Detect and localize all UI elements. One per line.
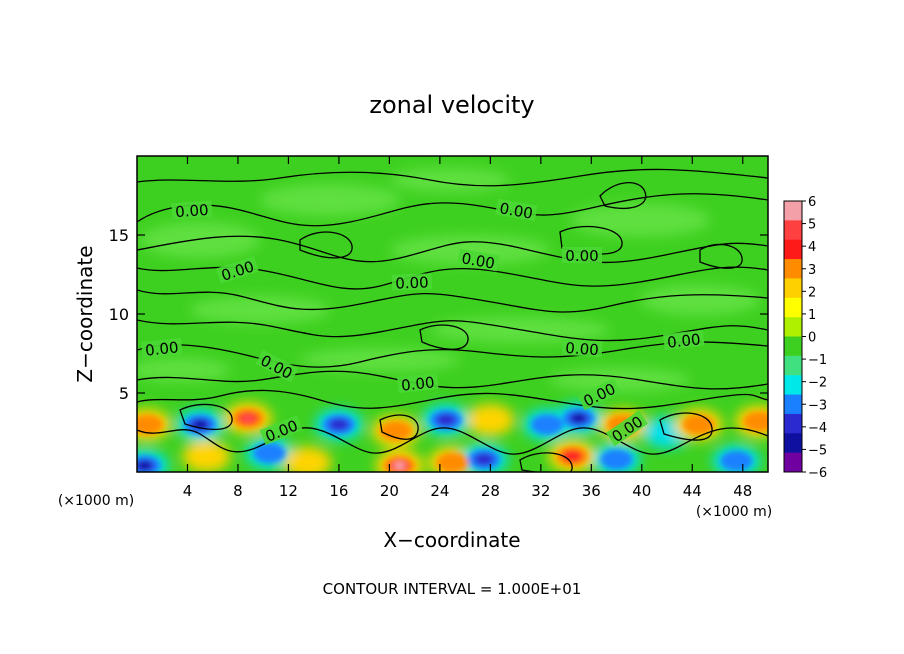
svg-text:0.00: 0.00	[175, 201, 210, 221]
svg-text:0.00: 0.00	[395, 273, 429, 292]
colorbar-swatch	[784, 259, 802, 279]
colorbar-label: −5	[808, 443, 827, 458]
y-axis: 5 10 15	[109, 226, 768, 403]
velocity-cell-peak	[562, 450, 583, 463]
plot-area: 0.00 0.00 0.00 0.00 0.00 0.00	[137, 156, 768, 472]
svg-text:0.00: 0.00	[498, 199, 534, 223]
svg-text:0.00: 0.00	[666, 330, 701, 351]
colorbar-swatch	[784, 297, 802, 318]
velocity-cell-core	[531, 414, 564, 435]
colorbar-label: −4	[808, 421, 827, 436]
x-tick-label: 32	[531, 482, 550, 500]
velocity-cell-core	[743, 411, 768, 432]
colorbar-swatch	[784, 201, 802, 221]
velocity-cell-core	[379, 420, 412, 441]
x-tick-label: 28	[481, 482, 500, 500]
contour-label: 0.00	[561, 338, 603, 359]
colorbar-swatch	[784, 355, 802, 376]
contour-interval-note: CONTOUR INTERVAL = 1.000E+01	[323, 580, 582, 598]
colorbar-label: 0	[808, 331, 816, 346]
velocity-cell-cores	[137, 408, 768, 472]
colorbar-swatch	[784, 278, 802, 299]
svg-text:0.00: 0.00	[565, 339, 600, 359]
colorbar-swatch	[784, 239, 802, 260]
contour-label: 0.00	[141, 337, 183, 360]
velocity-cell-peak	[474, 453, 495, 466]
x-tick-label: 8	[233, 482, 243, 500]
x-axis-label: X−coordinate	[383, 528, 520, 552]
x-tick-label: 16	[329, 482, 348, 500]
y-axis-label: Z−coordinate	[73, 245, 97, 382]
contour-label: 0.00	[495, 198, 538, 223]
colorbar-label: 3	[808, 263, 816, 278]
x-tick-label: 48	[733, 482, 752, 500]
colorbar-swatch	[784, 433, 802, 454]
contour-label: 0.00	[391, 273, 433, 293]
svg-text:0.00: 0.00	[400, 373, 435, 394]
contour-lines	[137, 168, 768, 472]
x-axis: 4 8 12 16 20 24 28 32 36 40 44 48	[183, 156, 752, 500]
velocity-cell	[466, 403, 515, 436]
y-tick-label: 10	[109, 305, 129, 324]
x-tick-label: 44	[683, 482, 702, 500]
velocity-cell-max	[242, 414, 255, 423]
velocity-cell-max	[393, 461, 406, 470]
contour-label: 0.00	[397, 372, 439, 395]
colorbar-swatch	[784, 317, 802, 337]
svg-text:0.00: 0.00	[565, 247, 598, 265]
colorbar-swatch	[784, 394, 802, 415]
colorbar-label: −2	[808, 376, 827, 391]
velocity-cell-core	[137, 414, 164, 435]
colorbar-swatch	[784, 375, 802, 396]
colorbar-swatch	[784, 452, 802, 473]
x-unit-right: (×1000 m)	[696, 504, 772, 520]
colorbar-swatch	[784, 336, 802, 357]
chart-title: zonal velocity	[369, 91, 534, 119]
y-tick-label: 15	[109, 226, 129, 245]
x-unit-left: (×1000 m)	[58, 493, 134, 509]
velocity-cell-core	[600, 449, 633, 470]
svg-text:0.00: 0.00	[144, 338, 179, 359]
velocity-cell	[182, 440, 231, 472]
x-tick-label: 4	[183, 482, 193, 500]
contour-label: 0.00	[457, 248, 500, 273]
x-tick-label: 20	[380, 482, 399, 500]
colorbar-label: 5	[808, 218, 816, 233]
velocity-cell-peak	[328, 418, 349, 431]
velocity-cell-core	[253, 443, 286, 464]
x-tick-label: 36	[582, 482, 601, 500]
colorbar-swatch	[784, 413, 802, 434]
velocity-cell-max	[138, 461, 151, 470]
colorbar-swatch	[784, 220, 802, 241]
colorbar-label: −6	[808, 466, 827, 481]
colorbar-label: 1	[808, 308, 816, 323]
x-tick-label: 24	[430, 482, 449, 500]
contour-label: 0.00	[171, 200, 213, 221]
x-tick-label: 12	[279, 482, 298, 500]
colorbar-label: 6	[808, 195, 816, 210]
colorbar: 6 5 4 3 2 1 0 −1 −2 −3 −4 −5 −6	[783, 195, 827, 481]
svg-text:0.00: 0.00	[460, 249, 496, 273]
colorbar-label: 2	[808, 285, 816, 300]
contour-label: 0.00	[663, 329, 705, 352]
colorbar-label: −3	[808, 398, 827, 413]
velocity-cell-core	[720, 450, 753, 471]
velocity-cell-max	[194, 420, 207, 429]
colorbar-label: 4	[808, 240, 816, 255]
contour-labels: 0.00 0.00 0.00 0.00 0.00 0.00	[141, 198, 705, 447]
velocity-cell-max	[572, 414, 585, 423]
colorbar-label: −1	[808, 353, 827, 368]
velocity-cell	[283, 446, 332, 472]
contour-label: 0.00	[562, 247, 602, 265]
y-tick-label: 5	[119, 384, 129, 403]
x-tick-label: 40	[632, 482, 651, 500]
velocity-cell-core	[436, 452, 469, 472]
velocity-cell-peak	[436, 413, 457, 426]
